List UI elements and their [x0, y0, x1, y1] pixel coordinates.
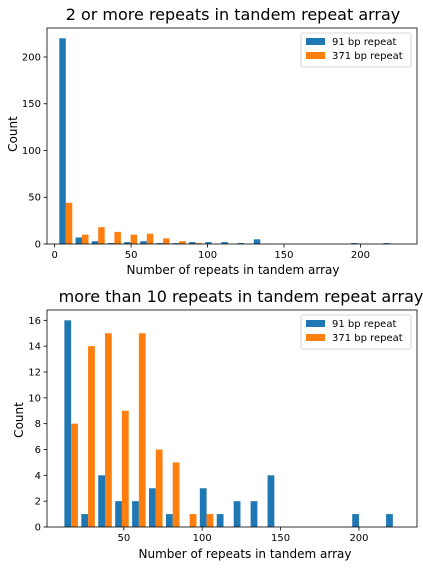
x-tick-label: 100: [193, 533, 212, 544]
chart-title: more than 10 repeats in tandem repeat ar…: [59, 287, 423, 306]
y-tick-label: 16: [28, 316, 41, 327]
legend-swatch: [306, 320, 325, 327]
bar: [140, 241, 146, 244]
y-tick-label: 4: [35, 471, 41, 482]
bar: [82, 235, 88, 244]
legend-label: 91 bp repeat: [332, 37, 396, 48]
y-axis-label: Count: [6, 116, 20, 152]
y-tick-label: 150: [22, 99, 41, 110]
legend-label: 91 bp repeat: [332, 319, 396, 330]
bar: [131, 235, 137, 244]
bar: [166, 514, 173, 527]
bar: [149, 488, 156, 527]
bar: [66, 203, 72, 244]
bar: [71, 424, 78, 527]
x-axis-label: Number of repeats in tandem array: [127, 263, 340, 277]
bar: [173, 462, 180, 527]
x-tick-label: 50: [117, 533, 130, 544]
bar: [163, 238, 169, 244]
y-axis-label: Count: [12, 402, 26, 438]
bar: [207, 514, 214, 527]
bar: [156, 450, 163, 528]
x-tick-label: 150: [274, 250, 293, 261]
bar: [217, 514, 224, 527]
bar: [200, 488, 207, 527]
bar: [147, 234, 153, 244]
bar: [268, 475, 275, 527]
bar: [81, 514, 88, 527]
x-tick-label: 100: [198, 250, 217, 261]
bar: [92, 241, 98, 244]
y-tick-label: 14: [28, 342, 41, 353]
y-tick-label: 10: [28, 393, 41, 404]
bar: [190, 514, 197, 527]
y-tick-label: 2: [35, 497, 41, 508]
bar: [251, 501, 258, 527]
chart-title: 2 or more repeats in tandem repeat array: [66, 5, 401, 24]
bar: [122, 411, 129, 527]
bar: [88, 346, 95, 527]
bar: [179, 241, 185, 244]
bar: [59, 38, 65, 244]
bar: [234, 501, 241, 527]
x-tick-label: 50: [125, 250, 138, 261]
y-tick-label: 100: [22, 146, 41, 157]
x-tick-label: 200: [349, 533, 368, 544]
x-tick-label: 150: [271, 533, 290, 544]
bar: [139, 333, 146, 527]
bar: [352, 514, 359, 527]
bar: [105, 333, 112, 527]
bar: [64, 320, 71, 527]
legend-swatch: [306, 52, 325, 59]
bar: [254, 239, 260, 244]
bar: [386, 514, 393, 527]
legend-swatch: [306, 38, 325, 45]
x-tick-label: 200: [351, 250, 370, 261]
x-axis-label: Number of repeats in tandem array: [139, 547, 352, 561]
bar: [98, 227, 104, 244]
y-tick-label: 8: [35, 419, 41, 430]
chart-bottom: more than 10 repeats in tandem repeat ar…: [12, 287, 423, 561]
x-tick-label: 0: [51, 250, 57, 261]
y-tick-label: 200: [22, 52, 41, 63]
y-tick-label: 6: [35, 445, 41, 456]
bar: [76, 237, 82, 244]
y-tick-label: 50: [28, 193, 41, 204]
bar: [115, 501, 122, 527]
legend-label: 371 bp repeat: [332, 51, 403, 62]
bar: [132, 501, 139, 527]
y-tick-label: 12: [28, 368, 41, 379]
bar: [114, 232, 120, 244]
legend-swatch: [306, 334, 325, 341]
y-tick-label: 0: [35, 523, 41, 534]
bar: [98, 475, 105, 527]
y-tick-label: 0: [35, 240, 41, 251]
legend-label: 371 bp repeat: [332, 333, 403, 344]
chart-top: 2 or more repeats in tandem repeat array…: [6, 5, 417, 277]
